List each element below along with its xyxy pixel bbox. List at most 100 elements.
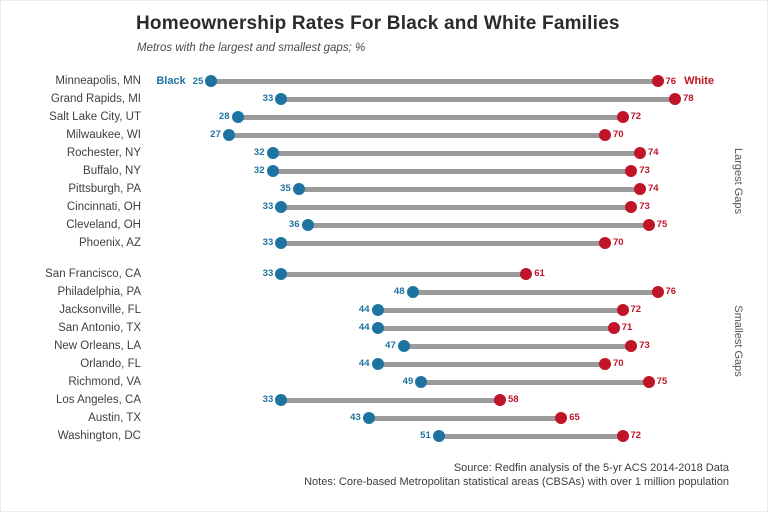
black-value-group: 32 xyxy=(105,147,265,159)
black-rate-dot xyxy=(371,304,384,316)
white-rate-dot xyxy=(616,430,629,442)
black-value: 28 xyxy=(218,111,230,122)
connector-bar xyxy=(272,168,632,174)
black-value: 44 xyxy=(358,358,370,369)
white-rate-dot xyxy=(642,376,655,388)
metro-label: Milwaukee, WI xyxy=(66,129,141,141)
connector-bar xyxy=(281,271,527,277)
black-value-group: 33 xyxy=(113,237,274,249)
white-value-group: 58 xyxy=(508,394,588,406)
white-value: 65 xyxy=(569,412,580,423)
connector-bar xyxy=(377,307,623,313)
connector-bar xyxy=(412,289,658,295)
white-rate-dot xyxy=(651,286,664,298)
white-value-group: 73 xyxy=(639,340,719,352)
white-rate-dot xyxy=(599,358,611,370)
black-value-group: 33 xyxy=(113,268,274,280)
metro-label: Cleveland, OH xyxy=(66,219,141,231)
connector-bar xyxy=(298,186,640,192)
white-value-group: 76 White xyxy=(666,75,746,87)
white-value: 75 xyxy=(656,219,668,230)
white-rate-dot xyxy=(599,129,611,141)
white-value-group: 76 xyxy=(666,286,746,298)
white-value: 71 xyxy=(621,322,633,333)
black-value-group: 47 xyxy=(236,340,396,352)
black-value: 43 xyxy=(350,412,361,423)
metro-label: Los Angeles, CA xyxy=(55,394,141,406)
metro-label: Pittsburgh, PA xyxy=(68,183,141,195)
white-rate-dot xyxy=(599,237,611,249)
white-value: 70 xyxy=(613,237,624,248)
white-value-group: 75 xyxy=(657,376,737,388)
black-value: 36 xyxy=(288,219,300,230)
black-rate-dot xyxy=(275,93,288,105)
white-rate-dot xyxy=(625,201,638,213)
metro-label: New Orleans, LA xyxy=(54,340,141,352)
black-rate-dot xyxy=(275,268,288,280)
white-rate-dot xyxy=(634,147,646,159)
connector-bar xyxy=(272,150,640,156)
connector-bar xyxy=(281,96,675,102)
white-value: 74 xyxy=(648,147,659,158)
white-value-group: 72 xyxy=(631,304,711,316)
white-value: 72 xyxy=(630,430,642,441)
black-value-group: 36 xyxy=(140,219,300,231)
black-value: 33 xyxy=(262,237,274,248)
black-value: 44 xyxy=(358,322,370,333)
black-value: 47 xyxy=(385,340,396,351)
metro-label: Salt Lake City, UT xyxy=(49,111,141,123)
black-value: 44 xyxy=(358,304,370,315)
white-value: 76 xyxy=(665,286,677,297)
white-value: 72 xyxy=(630,111,642,122)
black-value: 33 xyxy=(262,201,274,212)
black-value: 32 xyxy=(253,165,265,176)
metro-label: Cincinnati, OH xyxy=(66,201,141,213)
white-value-group: 65 xyxy=(569,412,649,424)
white-value-group: 70 xyxy=(613,129,693,141)
black-rate-dot xyxy=(266,147,279,159)
white-value: 78 xyxy=(683,93,694,104)
white-rate-dot xyxy=(625,340,638,352)
black-value-group: Black 25 xyxy=(43,75,203,87)
metro-label: Grand Rapids, MI xyxy=(50,93,141,105)
connector-bar xyxy=(281,240,605,246)
black-rate-dot xyxy=(266,165,279,177)
metro-label: Buffalo, NY xyxy=(83,165,141,177)
metro-label: Minneapolis, MN xyxy=(55,75,141,87)
facet-label-smallest-gaps: Smallest Gaps xyxy=(732,305,744,377)
connector-bar xyxy=(368,415,562,421)
connector-bar xyxy=(211,78,658,84)
black-rate-dot xyxy=(275,237,288,249)
white-value: 76 xyxy=(665,76,677,87)
black-value: 51 xyxy=(420,430,431,441)
black-value: 27 xyxy=(210,129,221,140)
black-value: 33 xyxy=(262,394,274,405)
black-rate-dot xyxy=(415,376,428,388)
white-value: 75 xyxy=(656,376,668,387)
black-value: 35 xyxy=(280,183,291,194)
black-value-group: 32 xyxy=(105,165,265,177)
white-value: 73 xyxy=(639,165,650,176)
black-value-group: 44 xyxy=(210,322,370,334)
black-value-group: 33 xyxy=(113,93,274,105)
black-value-group: 33 xyxy=(113,201,274,213)
black-rate-dot xyxy=(205,75,218,87)
white-value: 73 xyxy=(639,201,650,212)
chart-subtitle: Metros with the largest and smallest gap… xyxy=(137,42,366,54)
footer-notes: Source: Redfin analysis of the 5-yr ACS … xyxy=(304,462,729,489)
black-value-group: 49 xyxy=(253,376,414,388)
white-value-group: 72 xyxy=(631,430,711,442)
black-rate-dot xyxy=(301,219,314,231)
white-rate-dot xyxy=(520,268,533,280)
black-value-group: 35 xyxy=(131,183,291,195)
white-value: 61 xyxy=(534,268,545,279)
black-value-group: 43 xyxy=(201,412,361,424)
white-value-group: 78 xyxy=(683,93,763,105)
metro-label: Phoenix, AZ xyxy=(78,237,141,249)
white-value: 74 xyxy=(648,183,659,194)
metro-label: San Francisco, CA xyxy=(45,268,141,280)
metro-label: San Antonio, TX xyxy=(58,322,141,334)
white-value: 72 xyxy=(630,304,642,315)
white-value-group: 73 xyxy=(639,201,719,213)
black-rate-dot xyxy=(371,358,384,370)
